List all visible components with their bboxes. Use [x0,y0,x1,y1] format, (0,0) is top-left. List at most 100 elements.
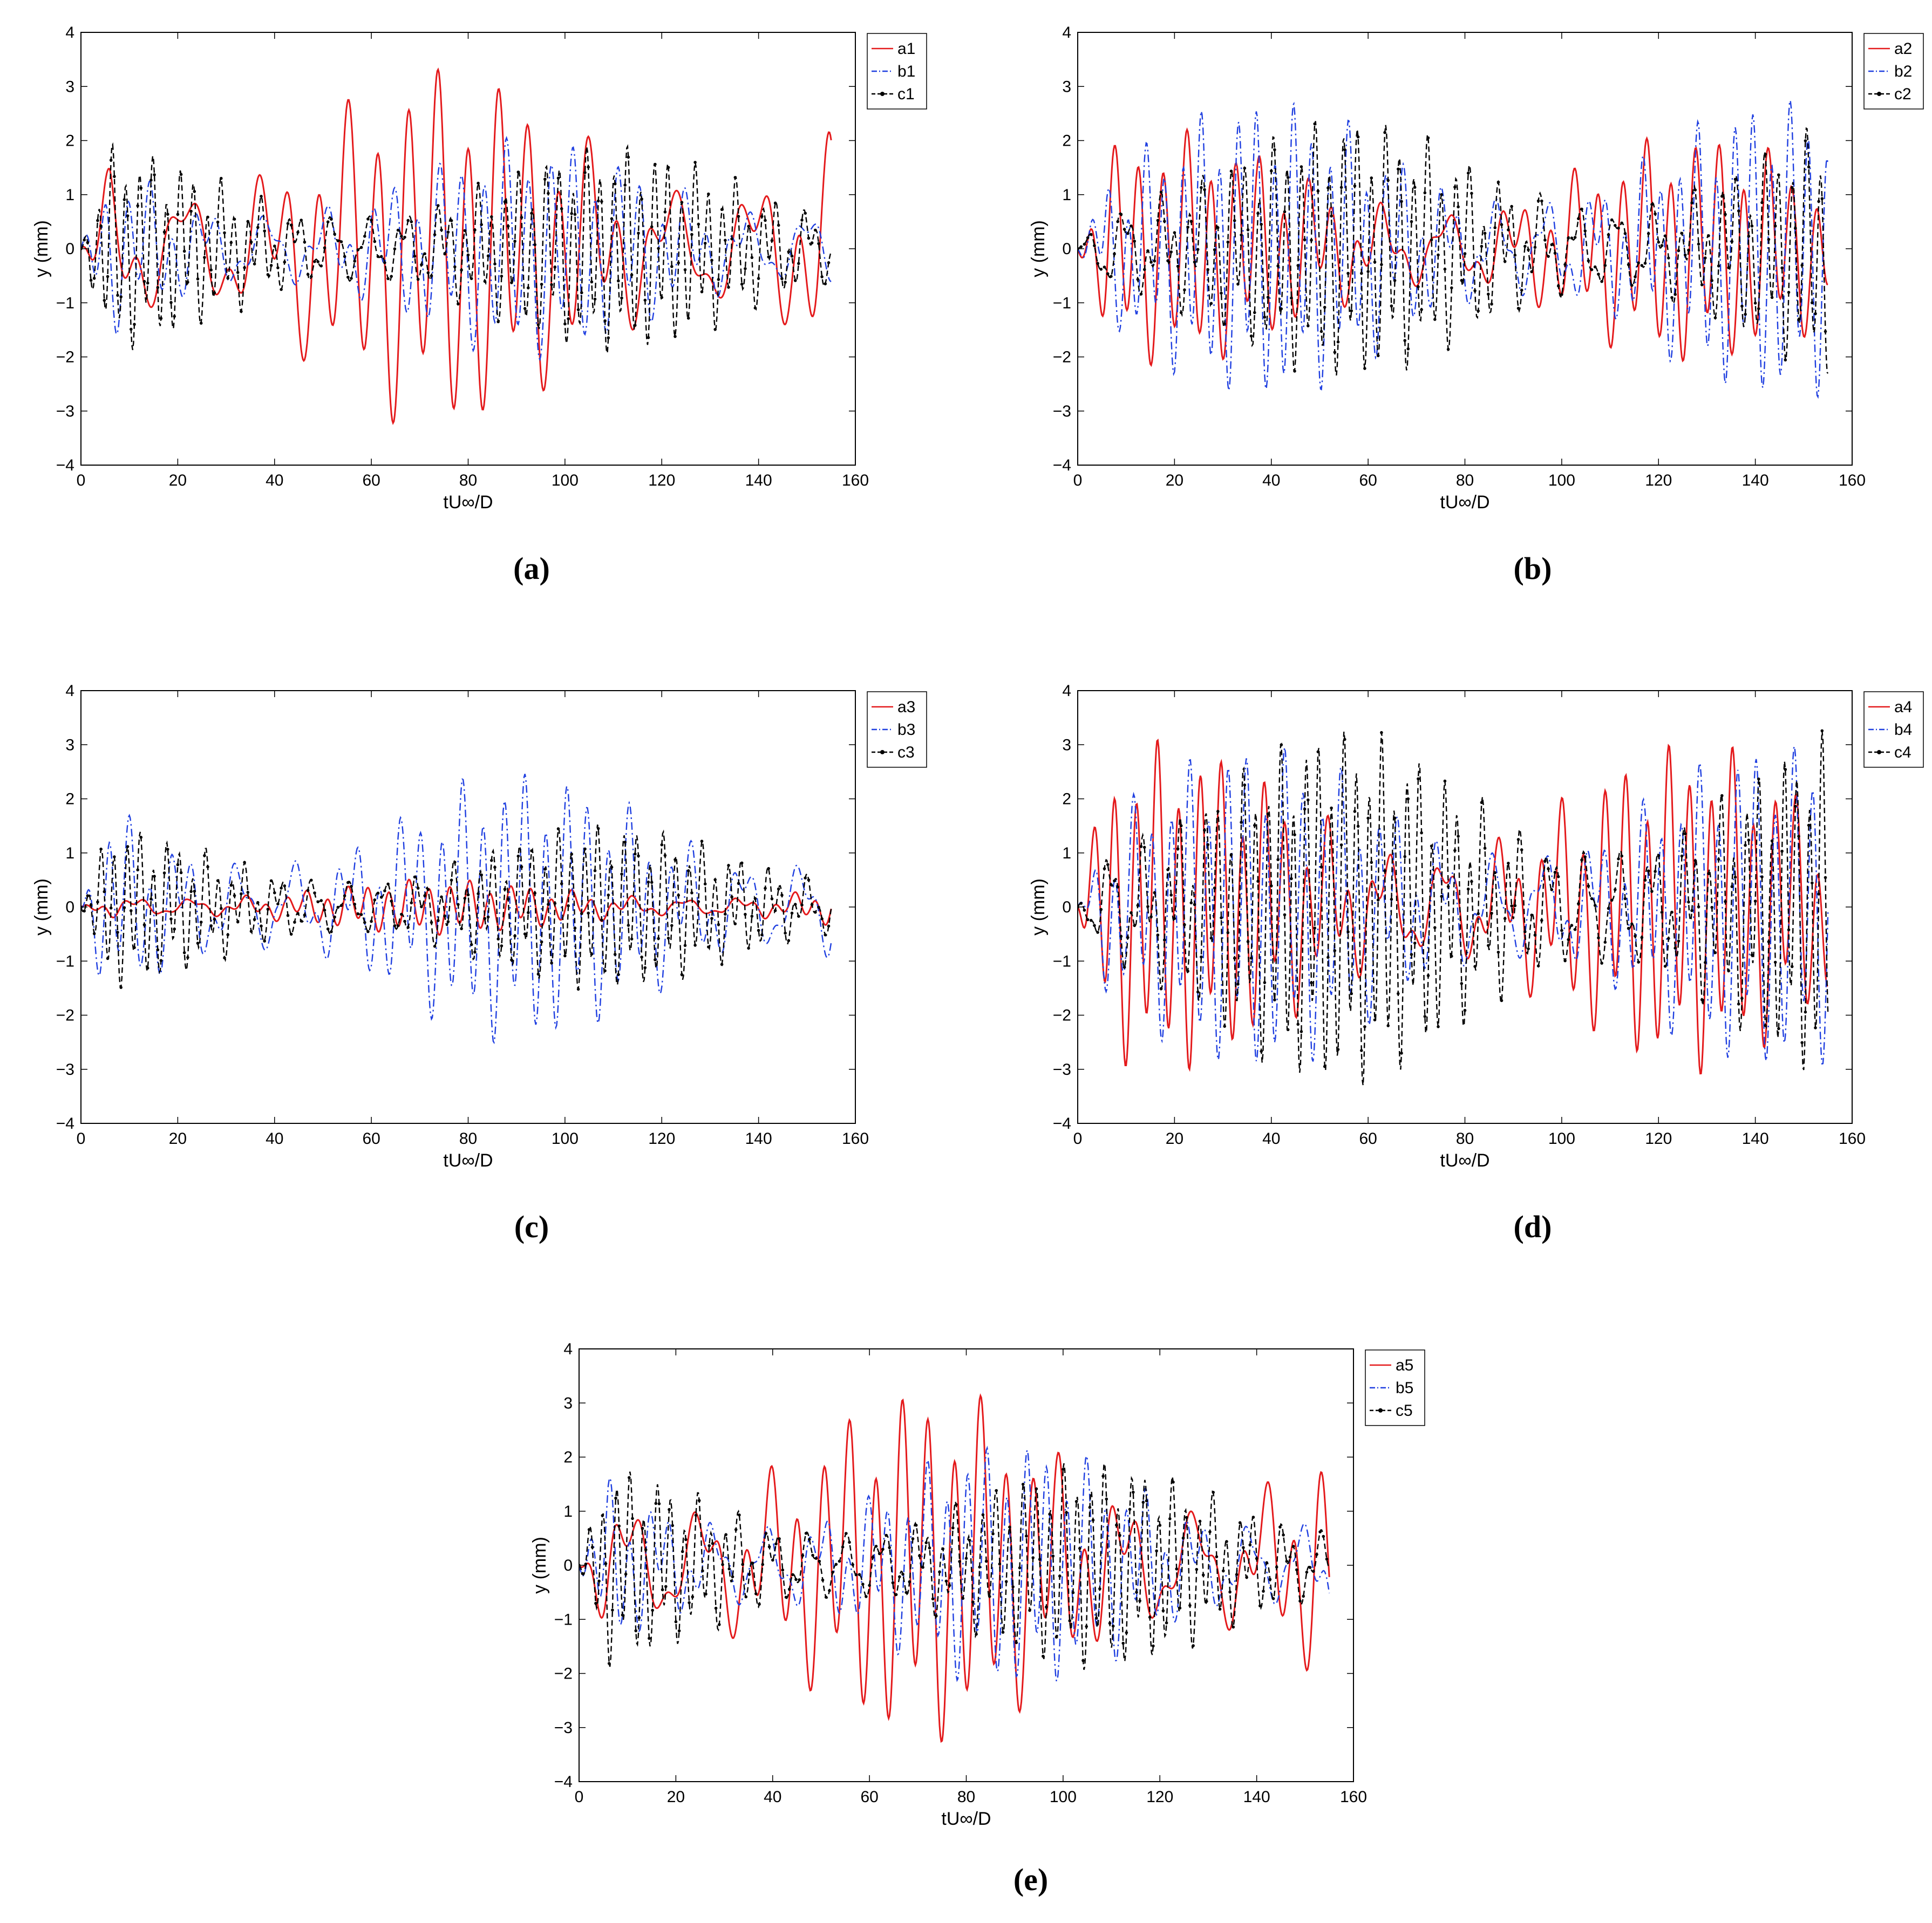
series-marker-c5 [764,1532,768,1535]
series-marker-c5 [848,1540,851,1544]
series-marker-c3 [433,945,437,948]
x-tick-label: 140 [745,1130,772,1148]
series-marker-c5 [637,1616,641,1620]
x-tick-label: 160 [842,1130,869,1148]
series-marker-c4 [1130,911,1133,915]
series-marker-c1 [186,281,189,284]
series-marker-c1 [370,219,373,222]
series-marker-c5 [1262,1590,1265,1593]
series-marker-c3 [203,854,206,857]
x-tick-label: 120 [648,1130,675,1148]
caption-d: (d) [1513,1209,1552,1244]
series-marker-c5 [714,1606,718,1610]
series-marker-c2 [1236,282,1240,286]
series-marker-c5 [798,1578,801,1581]
series-marker-c4 [1246,940,1250,943]
series-marker-c1 [724,238,727,242]
legend: a5 b5 c5 [1365,1349,1425,1426]
series-marker-c5 [691,1595,695,1599]
series-marker-c2 [1713,316,1717,319]
series-marker-c1 [333,233,336,236]
series-marker-c4 [1784,768,1787,771]
series-marker-c3 [316,900,319,904]
series-marker-c1 [400,235,403,238]
y-tick-label: −1 [56,294,74,312]
series-marker-c2 [1283,210,1287,214]
series-marker-c1 [390,275,393,278]
series-marker-c5 [1175,1567,1178,1571]
series-marker-c3 [199,920,203,924]
series-marker-c1 [607,336,610,339]
series-marker-c5 [928,1546,931,1550]
legend-label-b2: b2 [1894,63,1912,80]
series-marker-c1 [109,159,113,162]
series-marker-c3 [339,904,343,907]
series-marker-c2 [1130,224,1133,228]
series-marker-c3 [330,930,333,933]
legend-label-c4: c4 [1894,744,1911,761]
series-marker-c1 [650,225,654,229]
series-marker-c2 [1176,264,1180,268]
series-marker-c3 [209,924,213,928]
series-marker-c1 [146,281,149,285]
series-marker-c2 [1366,270,1370,274]
series-marker-c4 [1276,858,1280,861]
series-marker-c1 [713,328,717,331]
series-marker-c2 [1500,223,1504,227]
series-marker-c5 [885,1533,888,1537]
series-marker-c4 [1163,938,1166,942]
series-marker-c1 [740,282,744,286]
series-marker-c4 [1103,867,1106,870]
series-marker-c4 [1700,998,1704,1001]
series-marker-c5 [1111,1624,1115,1628]
series-marker-c1 [466,253,470,257]
series-marker-c2 [1193,260,1196,264]
series-marker-c4 [1249,957,1253,960]
series-marker-c5 [1225,1540,1228,1543]
series-marker-c5 [1285,1559,1289,1563]
series-marker-c5 [631,1517,634,1520]
series-marker-c4 [1680,854,1684,858]
series-marker-c4 [1663,965,1667,968]
series-marker-c3 [523,932,527,936]
series-marker-c1 [666,166,670,169]
series-marker-c1 [119,295,123,298]
series-marker-c2 [1607,233,1610,236]
series-marker-c3 [643,966,647,970]
series-marker-c4 [1674,946,1677,950]
series-marker-c5 [1062,1468,1065,1471]
series-marker-c3 [793,903,797,906]
series-marker-c1 [757,277,760,280]
series-marker-c2 [1784,358,1787,362]
series-marker-c5 [891,1581,895,1585]
series-marker-c1 [573,213,577,216]
series-marker-c5 [911,1537,915,1540]
legend-label-a4: a4 [1894,698,1912,716]
series-marker-c1 [744,267,747,270]
series-marker-c3 [430,920,433,924]
series-marker-c2 [1540,199,1543,203]
series-marker-c5 [1148,1615,1152,1619]
x-tick-label: 100 [552,472,579,489]
series-marker-c4 [1577,902,1580,905]
series-marker-c5 [1245,1576,1248,1579]
series-marker-c1 [503,200,507,203]
series-marker-c1 [99,224,103,228]
x-tick-label: 80 [1456,1130,1474,1148]
series-marker-c2 [1373,260,1377,264]
series-marker-c2 [1426,136,1430,140]
series-marker-c3 [179,871,183,875]
series-marker-c4 [1310,981,1313,985]
series-marker-c2 [1089,233,1093,236]
series-marker-c1 [567,317,570,320]
series-marker-c3 [707,945,710,949]
legend-label-c5: c5 [1396,1402,1413,1420]
series-marker-c5 [617,1524,621,1528]
series-marker-c2 [1437,253,1440,257]
series-marker-c2 [1323,305,1326,309]
series-marker-c3 [260,924,263,928]
series-marker-c3 [670,924,674,928]
series-marker-c3 [283,884,287,888]
series-marker-c1 [310,275,313,278]
